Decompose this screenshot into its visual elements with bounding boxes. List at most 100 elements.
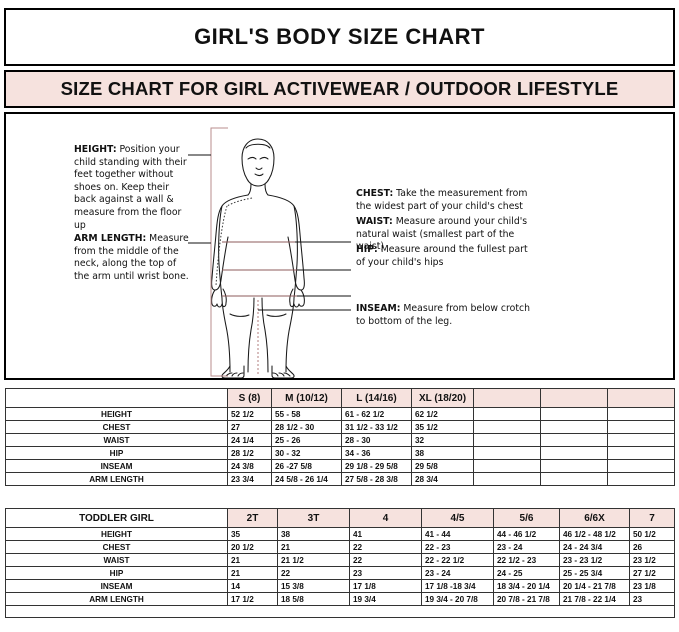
cell-value: 61 - 62 1/2 (341, 407, 412, 421)
table-corner-header: TODDLER GIRL (5, 508, 228, 528)
column-header-3t: 3T (277, 508, 350, 528)
column-header-empty-5 (540, 388, 608, 408)
column-header-m-10-12: M (10/12) (271, 388, 342, 408)
column-header-4-5: 4/5 (421, 508, 494, 528)
column-header-xl-18-20: XL (18/20) (411, 388, 474, 408)
cell-empty (607, 420, 675, 434)
cell-value: 18 5/8 (277, 592, 350, 606)
cell-value: 22 - 22 1/2 (421, 553, 494, 567)
cell-value: 22 (277, 566, 350, 580)
column-header-5-6: 5/6 (493, 508, 560, 528)
column-header-2t: 2T (227, 508, 278, 528)
row-label-chest: CHEST (5, 420, 228, 434)
cell-value: 26 (629, 540, 675, 554)
cell-value: 25 - 25 3/4 (559, 566, 630, 580)
note-chest-text: Take the measurement from the widest par… (356, 188, 528, 212)
cell-empty (540, 433, 608, 447)
cell-value: 24 5/8 - 26 1/4 (271, 472, 342, 486)
note-inseam: INSEAM: Measure from below crotch to bot… (356, 303, 541, 328)
table-body: HEIGHT 52 1/2 55 - 58 61 - 62 1/2 62 1/2 CHES… (5, 407, 675, 486)
page-title: GIRL'S BODY SIZE CHART (194, 24, 485, 49)
column-header-l-14-16: L (14/16) (341, 388, 412, 408)
note-arm-length-text: Measure from the middle of the neck, alo… (74, 233, 189, 282)
cell-value: 30 - 32 (271, 446, 342, 460)
row-label-height: HEIGHT (5, 527, 228, 541)
cell-empty (473, 433, 541, 447)
row-label-hip: HIP (5, 566, 228, 580)
column-header-4: 4 (349, 508, 422, 528)
column-header-empty-4 (473, 388, 541, 408)
cell-value: 22 1/2 - 23 (493, 553, 560, 567)
cell-value: 38 (277, 527, 350, 541)
cell-empty (540, 407, 608, 421)
cell-empty (473, 420, 541, 434)
cell-value: 23 1/2 (629, 553, 675, 567)
cell-value: 20 1/4 - 21 7/8 (559, 579, 630, 593)
cell-value: 22 - 23 (421, 540, 494, 554)
cell-value: 19 3/4 - 20 7/8 (421, 592, 494, 606)
cell-value: 34 - 36 (341, 446, 412, 460)
cell-empty (540, 446, 608, 460)
table-row: HIP 21 22 23 23 - 24 24 - 25 25 - 25 3/4 27 1/2 (5, 566, 675, 580)
cell-value: 32 (411, 433, 474, 447)
note-chest: CHEST: Take the measurement from the wid… (356, 188, 536, 213)
row-label-arm-length: ARM LENGTH (5, 472, 228, 486)
row-label-arm-length: ARM LENGTH (5, 592, 228, 606)
cell-value: 29 5/8 (411, 459, 474, 473)
table-row: WAIST 21 21 1/2 22 22 - 22 1/2 22 1/2 - 23 23 … (5, 553, 675, 567)
cell-value: 52 1/2 (227, 407, 272, 421)
cell-value: 28 1/2 - 30 (271, 420, 342, 434)
table-row: INSEAM 14 15 3/8 17 1/8 17 1/8 -18 3/4 18 3/4… (5, 579, 675, 593)
table-row: INSEAM 24 3/8 26 -27 5/8 29 1/8 - 29 5/8 29 … (5, 459, 675, 473)
cell-value: 23 - 24 (493, 540, 560, 554)
page-subtitle: SIZE CHART FOR GIRL ACTIVEWEAR / OUTDOOR… (60, 78, 619, 99)
cell-value: 31 1/2 - 33 1/2 (341, 420, 412, 434)
cell-value: 20 1/2 (227, 540, 278, 554)
row-label-inseam: INSEAM (5, 459, 228, 473)
note-height-label: HEIGHT: (74, 144, 117, 155)
note-height: HEIGHT: Position your child standing wit… (74, 144, 192, 232)
table-row: CHEST 20 1/2 21 22 22 - 23 23 - 24 24 - 24 3/4… (5, 540, 675, 554)
cell-value: 17 1/8 (349, 579, 422, 593)
leader-lines (188, 154, 351, 311)
cell-value: 27 (227, 420, 272, 434)
cell-empty (473, 446, 541, 460)
cell-empty (607, 433, 675, 447)
table-spacer-row (5, 605, 675, 618)
measure-lines (222, 241, 297, 297)
cell-value: 29 1/8 - 29 5/8 (341, 459, 412, 473)
cell-value: 27 5/8 - 28 3/8 (341, 472, 412, 486)
cell-empty (473, 459, 541, 473)
cell-value: 46 1/2 - 48 1/2 (559, 527, 630, 541)
spacer-cell (5, 605, 675, 618)
table-body: HEIGHT 35 38 41 41 - 44 44 - 46 1/2 46 1/2 - 4… (5, 527, 675, 618)
cell-value: 22 (349, 540, 422, 554)
cell-empty (540, 459, 608, 473)
cell-value: 21 1/2 (277, 553, 350, 567)
cell-value: 35 (227, 527, 278, 541)
cell-empty (473, 472, 541, 486)
note-hip-text: Measure around the fullest part of your … (356, 244, 528, 268)
cell-value: 15 3/8 (277, 579, 350, 593)
cell-value: 14 (227, 579, 278, 593)
toddler-size-table: TODDLER GIRL 2T 3T 4 4/5 5/6 6/6X 7 HEIGHT 35 38 4… (5, 508, 675, 618)
column-header-6-6x: 6/6X (559, 508, 630, 528)
cell-value: 17 1/8 -18 3/4 (421, 579, 494, 593)
table-row: ARM LENGTH 17 1/2 18 5/8 19 3/4 19 3/4 - 20 … (5, 592, 675, 606)
cell-value: 23 - 23 1/2 (559, 553, 630, 567)
cell-value: 23 (349, 566, 422, 580)
table-row: HEIGHT 52 1/2 55 - 58 61 - 62 1/2 62 1/2 (5, 407, 675, 421)
table-row: HEIGHT 35 38 41 41 - 44 44 - 46 1/2 46 1/2 - 4… (5, 527, 675, 541)
page-subtitle-box: SIZE CHART FOR GIRL ACTIVEWEAR / OUTDOOR… (4, 70, 675, 108)
column-header-empty-6 (607, 388, 675, 408)
cell-value: 18 3/4 - 20 1/4 (493, 579, 560, 593)
note-inseam-text: Measure from below crotch to bottom of t… (356, 303, 530, 327)
cell-empty (540, 420, 608, 434)
cell-value: 21 7/8 - 22 1/4 (559, 592, 630, 606)
row-label-hip: HIP (5, 446, 228, 460)
cell-value: 28 3/4 (411, 472, 474, 486)
note-height-text: Position your child standing with their … (74, 144, 187, 231)
cell-value: 24 1/4 (227, 433, 272, 447)
cell-empty (607, 446, 675, 460)
